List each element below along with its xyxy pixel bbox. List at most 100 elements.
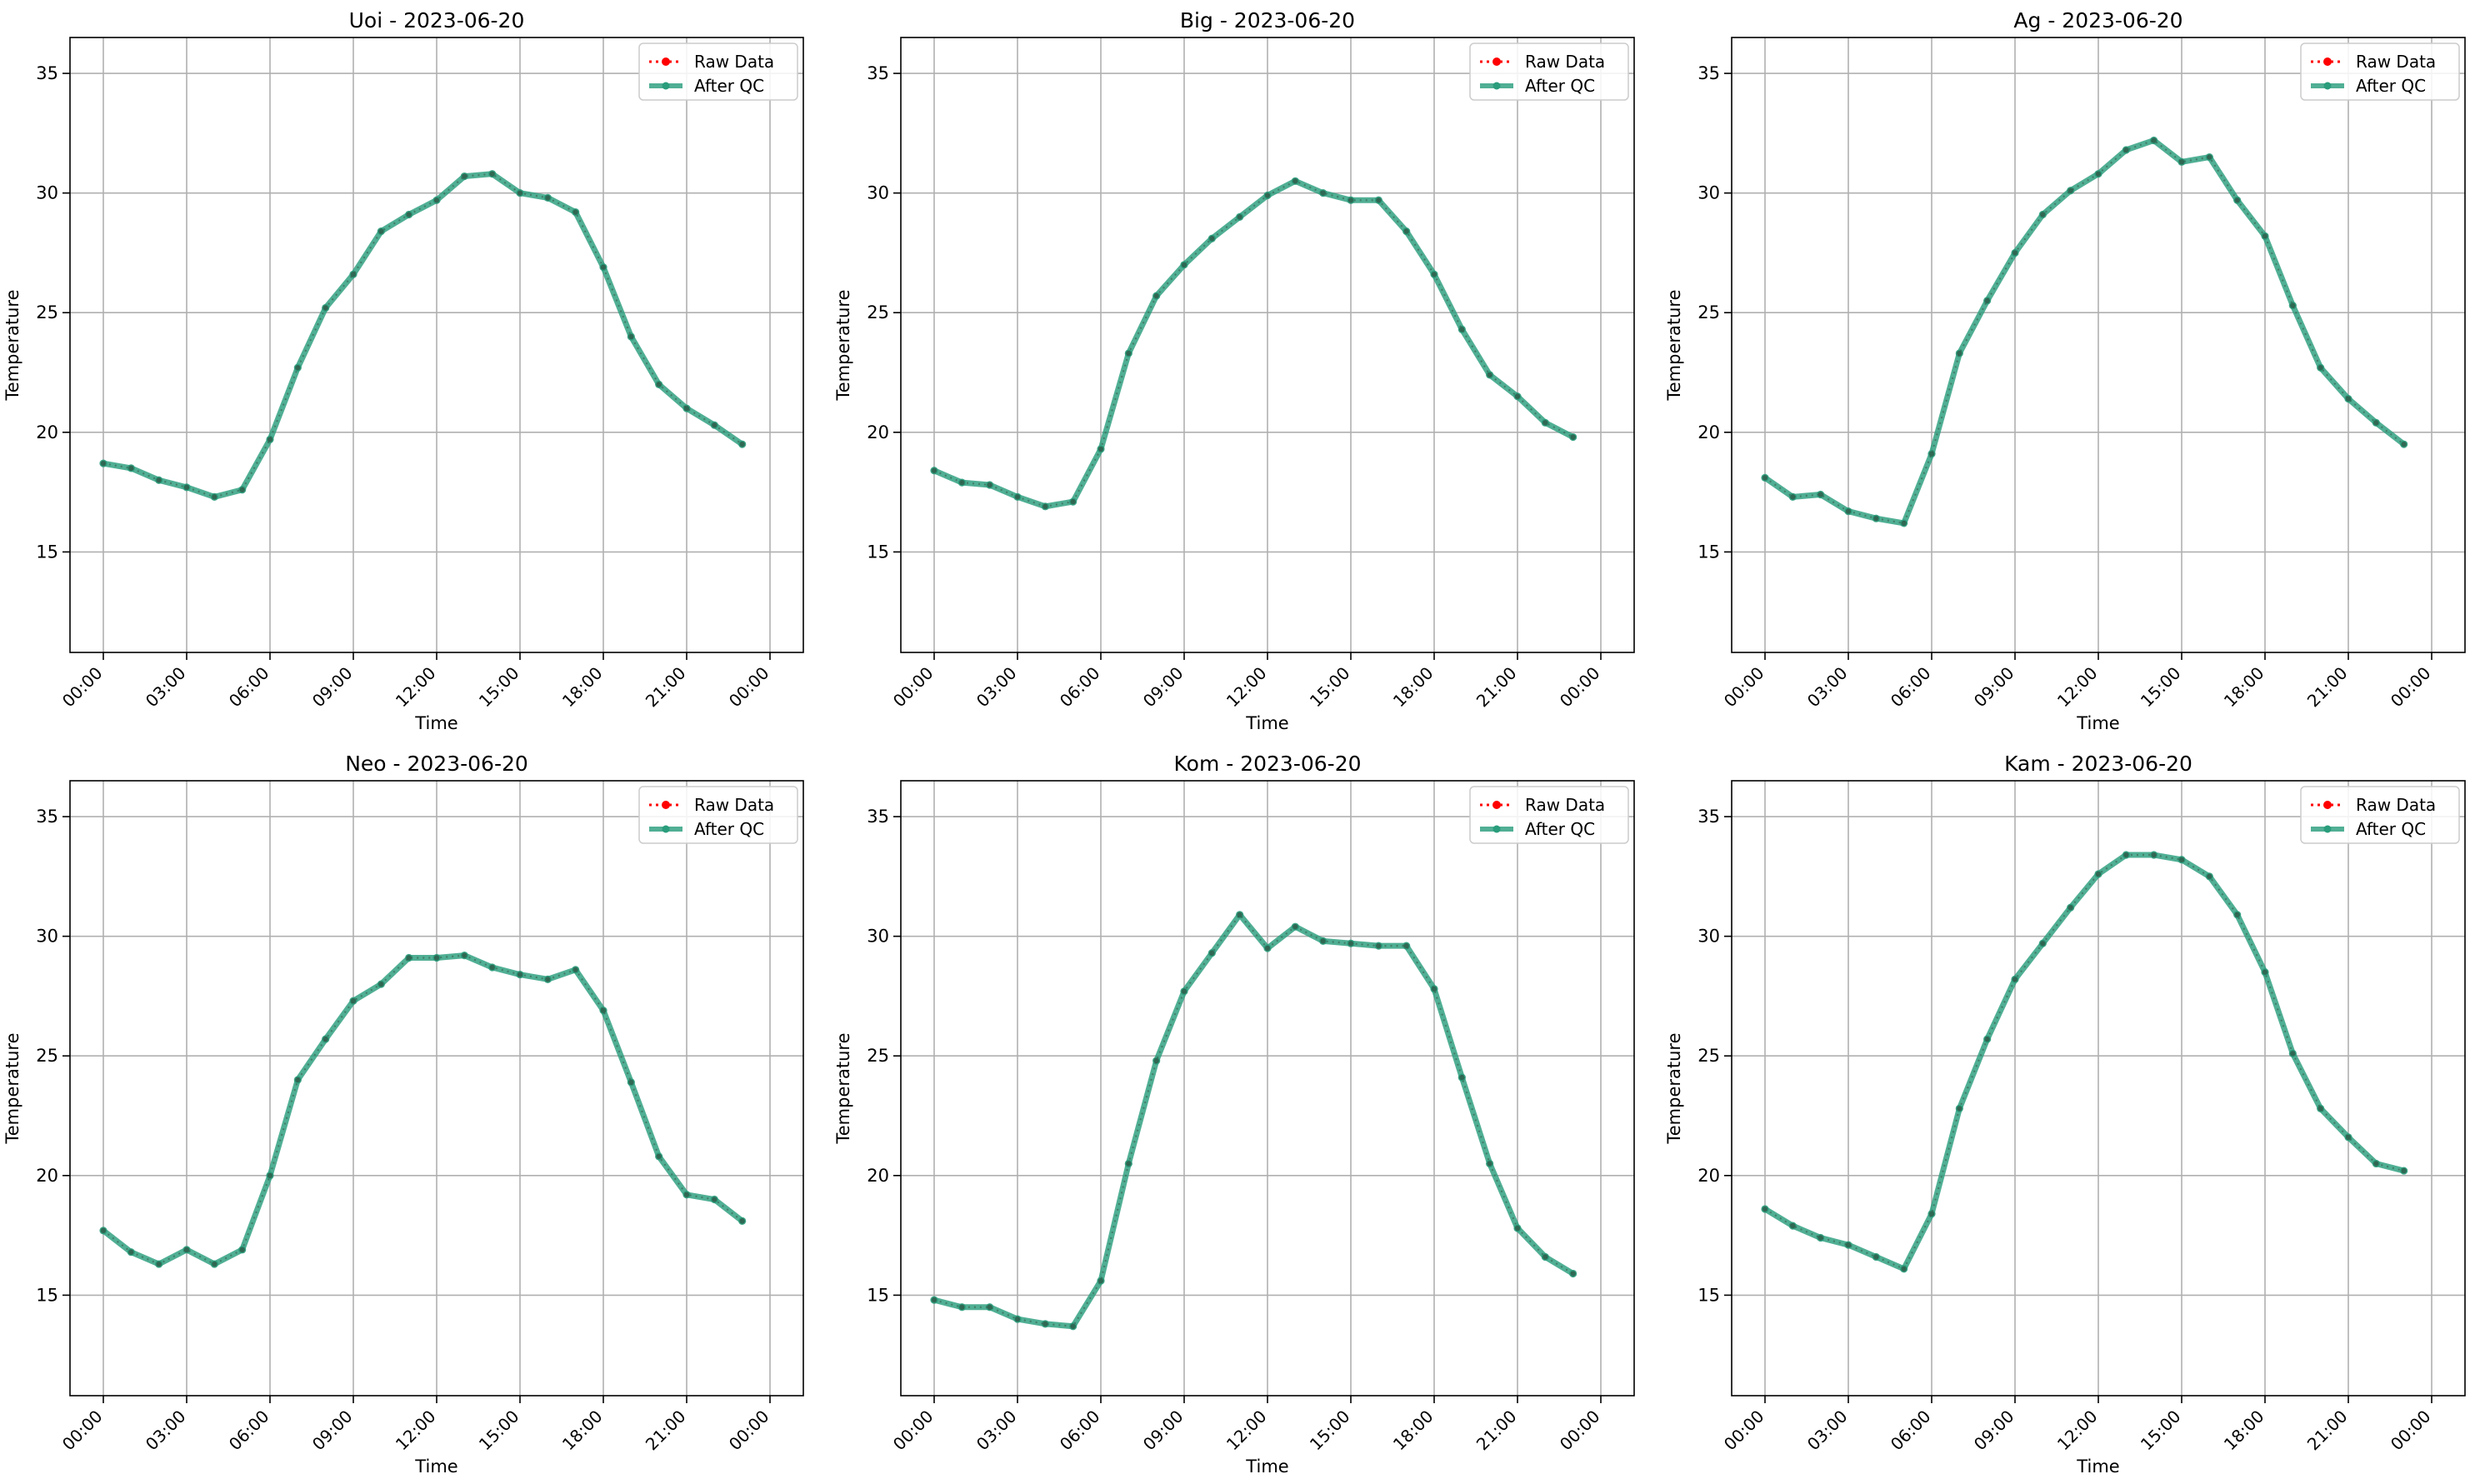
x-tick-label: 09:00	[308, 1407, 357, 1455]
y-tick-label: 35	[1698, 63, 1720, 83]
y-tick-label: 35	[36, 807, 58, 827]
x-tick-label: 00:00	[1720, 1407, 1768, 1455]
point-raw-data	[1348, 197, 1354, 203]
point-raw-data	[2178, 159, 2185, 165]
chart-title: Neo - 2023-06-20	[345, 752, 528, 776]
point-raw-data	[517, 972, 523, 977]
x-tick-label: 15:00	[2137, 663, 2185, 712]
x-tick-label: 15:00	[475, 1407, 523, 1455]
point-raw-data	[2234, 197, 2240, 203]
chart-title: Kom - 2023-06-20	[1174, 752, 1362, 776]
x-tick-label: 00:00	[2387, 1407, 2435, 1455]
point-raw-data	[2373, 1161, 2379, 1167]
point-raw-data	[350, 997, 357, 1004]
point-raw-data	[1376, 942, 1382, 949]
x-tick-label: 09:00	[1970, 663, 2018, 712]
point-raw-data	[295, 365, 301, 371]
point-raw-data	[2151, 137, 2157, 143]
point-raw-data	[1514, 1225, 1521, 1232]
point-raw-data	[2234, 912, 2240, 918]
point-raw-data	[2068, 187, 2073, 193]
point-raw-data	[2178, 857, 2185, 862]
x-tick-label: 15:00	[2137, 1407, 2185, 1455]
y-tick-label: 20	[36, 422, 58, 442]
legend: Raw Data After QC	[638, 786, 798, 844]
point-raw-data	[322, 1036, 328, 1042]
point-raw-data	[1984, 297, 1990, 304]
x-tick-label: 00:00	[725, 663, 773, 712]
x-tick-label: 15:00	[475, 663, 523, 712]
y-tick-label: 25	[36, 1046, 58, 1066]
x-tick-label: 15:00	[1306, 663, 1354, 712]
chart-title: Ag - 2023-06-20	[2013, 8, 2182, 32]
point-raw-data	[1901, 1266, 1907, 1272]
series-line-after-qc	[1762, 852, 2408, 1272]
y-tick-label: 30	[867, 927, 889, 947]
y-tick-label: 35	[36, 63, 58, 83]
point-raw-data	[2345, 1134, 2352, 1141]
point-raw-data	[572, 209, 578, 215]
point-raw-data	[1542, 420, 1548, 426]
x-tick-label: 21:00	[2303, 1407, 2352, 1455]
point-raw-data	[712, 1197, 718, 1202]
x-tick-label: 21:00	[642, 1407, 690, 1455]
legend-marker-after-qc	[2323, 825, 2332, 833]
point-raw-data	[2401, 441, 2407, 447]
point-raw-data	[2151, 852, 2157, 858]
legend: Raw Data After QC	[1469, 786, 1629, 844]
legend-marker-raw-data	[1492, 57, 1501, 66]
x-tick-label: 00:00	[889, 663, 938, 712]
y-tick-label: 20	[867, 1166, 889, 1186]
y-tick-label: 20	[1698, 422, 1720, 442]
y-tick-label: 25	[1698, 1046, 1720, 1066]
point-raw-data	[1403, 228, 1409, 234]
point-raw-data	[489, 171, 495, 177]
x-tick-label: 03:00	[142, 1407, 190, 1455]
point-raw-data	[1487, 372, 1492, 378]
point-raw-data	[1459, 327, 1465, 332]
point-raw-data	[1403, 942, 1409, 949]
y-tick-label: 30	[867, 183, 889, 203]
point-raw-data	[2345, 396, 2352, 402]
point-raw-data	[2207, 873, 2212, 880]
x-tick-label: 12:00	[392, 663, 440, 712]
legend-label-after-qc: After QC	[2356, 76, 2426, 96]
y-tick-label: 25	[867, 302, 889, 322]
point-raw-data	[2262, 233, 2268, 239]
point-raw-data	[1237, 214, 1242, 220]
point-raw-data	[1431, 986, 1438, 992]
y-tick-label: 35	[867, 63, 889, 83]
point-raw-data	[1376, 197, 1382, 203]
axes-frame	[900, 780, 1635, 1397]
subplot-3: 00:00 03:00 06:00 09:00 12:00 15:00 18:00 21:00…	[1664, 8, 2466, 733]
point-raw-data	[1431, 272, 1438, 277]
x-tick-label: 12:00	[1222, 663, 1271, 712]
point-raw-data	[987, 482, 992, 488]
chart-title: Kam - 2023-06-20	[2004, 752, 2192, 776]
x-tick-label: 06:00	[225, 663, 273, 712]
series-line-raw-data	[933, 913, 1574, 1327]
point-raw-data	[1873, 515, 1879, 522]
y-tick-label: 30	[1698, 183, 1720, 203]
x-tick-label: 12:00	[2053, 1407, 2102, 1455]
point-raw-data	[600, 1007, 607, 1013]
point-raw-data	[239, 1247, 245, 1253]
x-tick-label: 21:00	[2303, 663, 2352, 712]
point-raw-data	[1928, 451, 1935, 457]
legend-marker-after-qc	[1492, 825, 1501, 833]
subplot-1: 00:00 03:00 06:00 09:00 12:00 15:00 18:00 21:00…	[2, 8, 804, 733]
point-raw-data	[656, 1153, 662, 1160]
series-line-after-qc	[931, 177, 1577, 510]
point-raw-data	[1292, 178, 1298, 184]
x-tick-label: 06:00	[1056, 1407, 1104, 1455]
point-raw-data	[462, 952, 468, 958]
series-line-after-qc	[931, 912, 1577, 1330]
point-raw-data	[1790, 494, 1796, 500]
y-axis-label: Temperature	[1664, 289, 1684, 401]
x-tick-label: 18:00	[2220, 1407, 2268, 1455]
point-raw-data	[2401, 1167, 2407, 1174]
point-raw-data	[959, 1304, 965, 1310]
axes-frame	[1731, 780, 2466, 1397]
legend-marker-after-qc	[1492, 82, 1501, 90]
point-raw-data	[1126, 350, 1132, 357]
